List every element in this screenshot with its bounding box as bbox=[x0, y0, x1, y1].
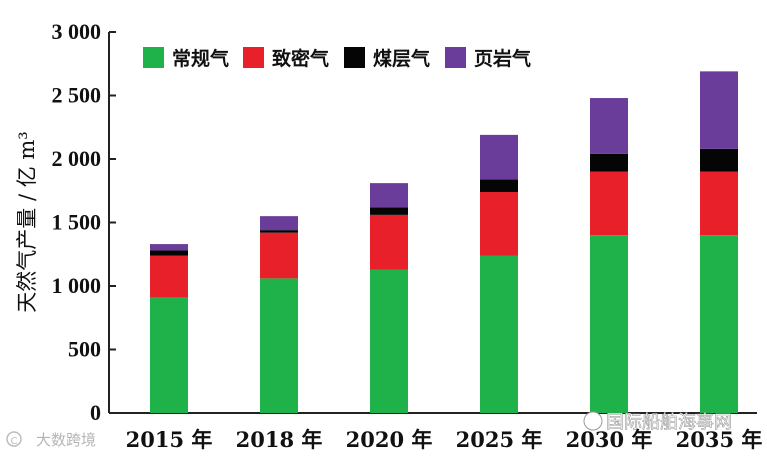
bar-segment bbox=[370, 207, 408, 215]
wechat-icon bbox=[583, 411, 603, 431]
legend-label: 页岩气 bbox=[474, 47, 531, 70]
x-tick-label: 2015 年 bbox=[126, 427, 213, 452]
legend-label: 常规气 bbox=[172, 47, 229, 70]
bar-segment bbox=[260, 232, 298, 279]
bar-segment bbox=[700, 171, 738, 236]
copyright-glyph: C bbox=[11, 436, 18, 447]
x-tick-label: 2020 年 bbox=[346, 427, 433, 452]
watermark-left: C 大数跨境 bbox=[6, 431, 96, 449]
copyright-icon bbox=[6, 431, 22, 447]
y-tick-label: 2 000 bbox=[52, 146, 102, 171]
legend-swatch bbox=[143, 47, 164, 68]
y-tick-label: 3 000 bbox=[52, 19, 102, 44]
y-tick-label: 1 000 bbox=[52, 273, 102, 298]
bars bbox=[150, 71, 738, 413]
watermark-right: 国际船舶海事网 bbox=[583, 411, 732, 433]
x-tick-label: 2025 年 bbox=[456, 427, 543, 452]
bar-segment bbox=[590, 153, 628, 172]
legend: 常规气 致密气 煤层气 页岩气 bbox=[143, 47, 531, 70]
bar-segment bbox=[480, 255, 518, 413]
y-tick-label: 0 bbox=[90, 400, 101, 425]
bar-segment bbox=[260, 230, 298, 233]
legend-swatch bbox=[344, 47, 365, 68]
x-tick-label: 2035 年 bbox=[676, 427, 763, 452]
bar-segment bbox=[700, 235, 738, 413]
bar-segment bbox=[590, 235, 628, 413]
watermark-left-text: 大数跨境 bbox=[36, 431, 96, 449]
bar-segment bbox=[590, 98, 628, 154]
bar-segment bbox=[700, 71, 738, 149]
watermark-right-text: 国际船舶海事网 bbox=[606, 412, 732, 433]
y-ticks: 0 500 1 000 1 500 2 000 2 500 3 000 bbox=[52, 19, 116, 425]
legend-swatch bbox=[243, 47, 264, 68]
x-tick-label: 2018 年 bbox=[236, 427, 323, 452]
bar-segment bbox=[260, 216, 298, 231]
bar-segment bbox=[150, 255, 188, 298]
bar-segment bbox=[700, 148, 738, 172]
y-axis-label: 天然气产量 / 亿 m³ bbox=[15, 131, 39, 312]
bar-segment bbox=[370, 214, 408, 270]
bar-segment bbox=[590, 171, 628, 236]
y-axis-label-text: 天然气产量 / 亿 m³ bbox=[15, 131, 39, 312]
bar-segment bbox=[150, 250, 188, 256]
bar-segment bbox=[480, 192, 518, 256]
bar-segment bbox=[370, 269, 408, 413]
legend-label: 煤层气 bbox=[373, 47, 430, 70]
bar-segment bbox=[370, 183, 408, 208]
bar-segment bbox=[480, 179, 518, 193]
bar-segment bbox=[480, 134, 518, 180]
legend-label: 致密气 bbox=[272, 47, 329, 70]
legend-swatch bbox=[445, 47, 466, 68]
bar-segment bbox=[150, 244, 188, 251]
x-ticks: 2015 年 2018 年 2020 年 2025 年 2030 年 2035 年 bbox=[126, 427, 763, 452]
bar-segment bbox=[150, 297, 188, 413]
y-tick-label: 1 500 bbox=[52, 210, 102, 235]
bar-segment bbox=[260, 278, 298, 413]
y-tick-label: 500 bbox=[68, 337, 101, 362]
y-tick-label: 2 500 bbox=[52, 83, 102, 108]
x-tick-label: 2030 年 bbox=[566, 427, 653, 452]
